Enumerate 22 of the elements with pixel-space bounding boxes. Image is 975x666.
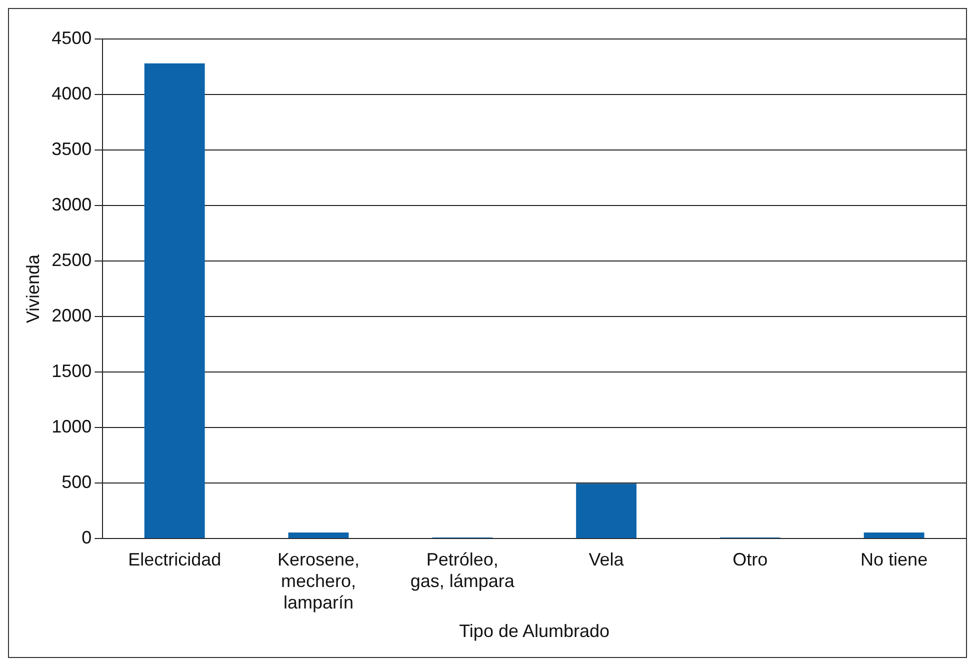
x-axis-title: Tipo de Alumbrado [459, 621, 610, 642]
bar [576, 484, 636, 538]
bar [144, 63, 205, 538]
y-tick-label: 500 [62, 472, 92, 492]
y-tick-label: 1000 [52, 416, 92, 437]
bar [864, 532, 924, 538]
y-tick-label: 2000 [52, 306, 92, 326]
y-tick-label: 2500 [52, 250, 92, 270]
y-tick-label: 0 [82, 528, 92, 548]
y-tick-label: 3000 [52, 194, 92, 214]
x-tick-label: No tiene [860, 549, 928, 570]
y-tick-label: 4500 [52, 28, 92, 48]
x-tick-label: Otro [732, 549, 768, 570]
y-tick-label: 3500 [52, 138, 92, 159]
x-tick-label: Vela [588, 549, 625, 570]
y-axis-title: Vivienda [22, 253, 43, 324]
y-tick-label: 4000 [52, 83, 92, 104]
x-tick-label: Electricidad [128, 549, 222, 570]
bar [288, 532, 349, 538]
x-tick-label: Kerosene, mechero, lamparín [277, 549, 360, 613]
x-tick-label: Petróleo, gas, lámpara [410, 549, 516, 591]
y-tick-label: 1500 [52, 361, 92, 382]
